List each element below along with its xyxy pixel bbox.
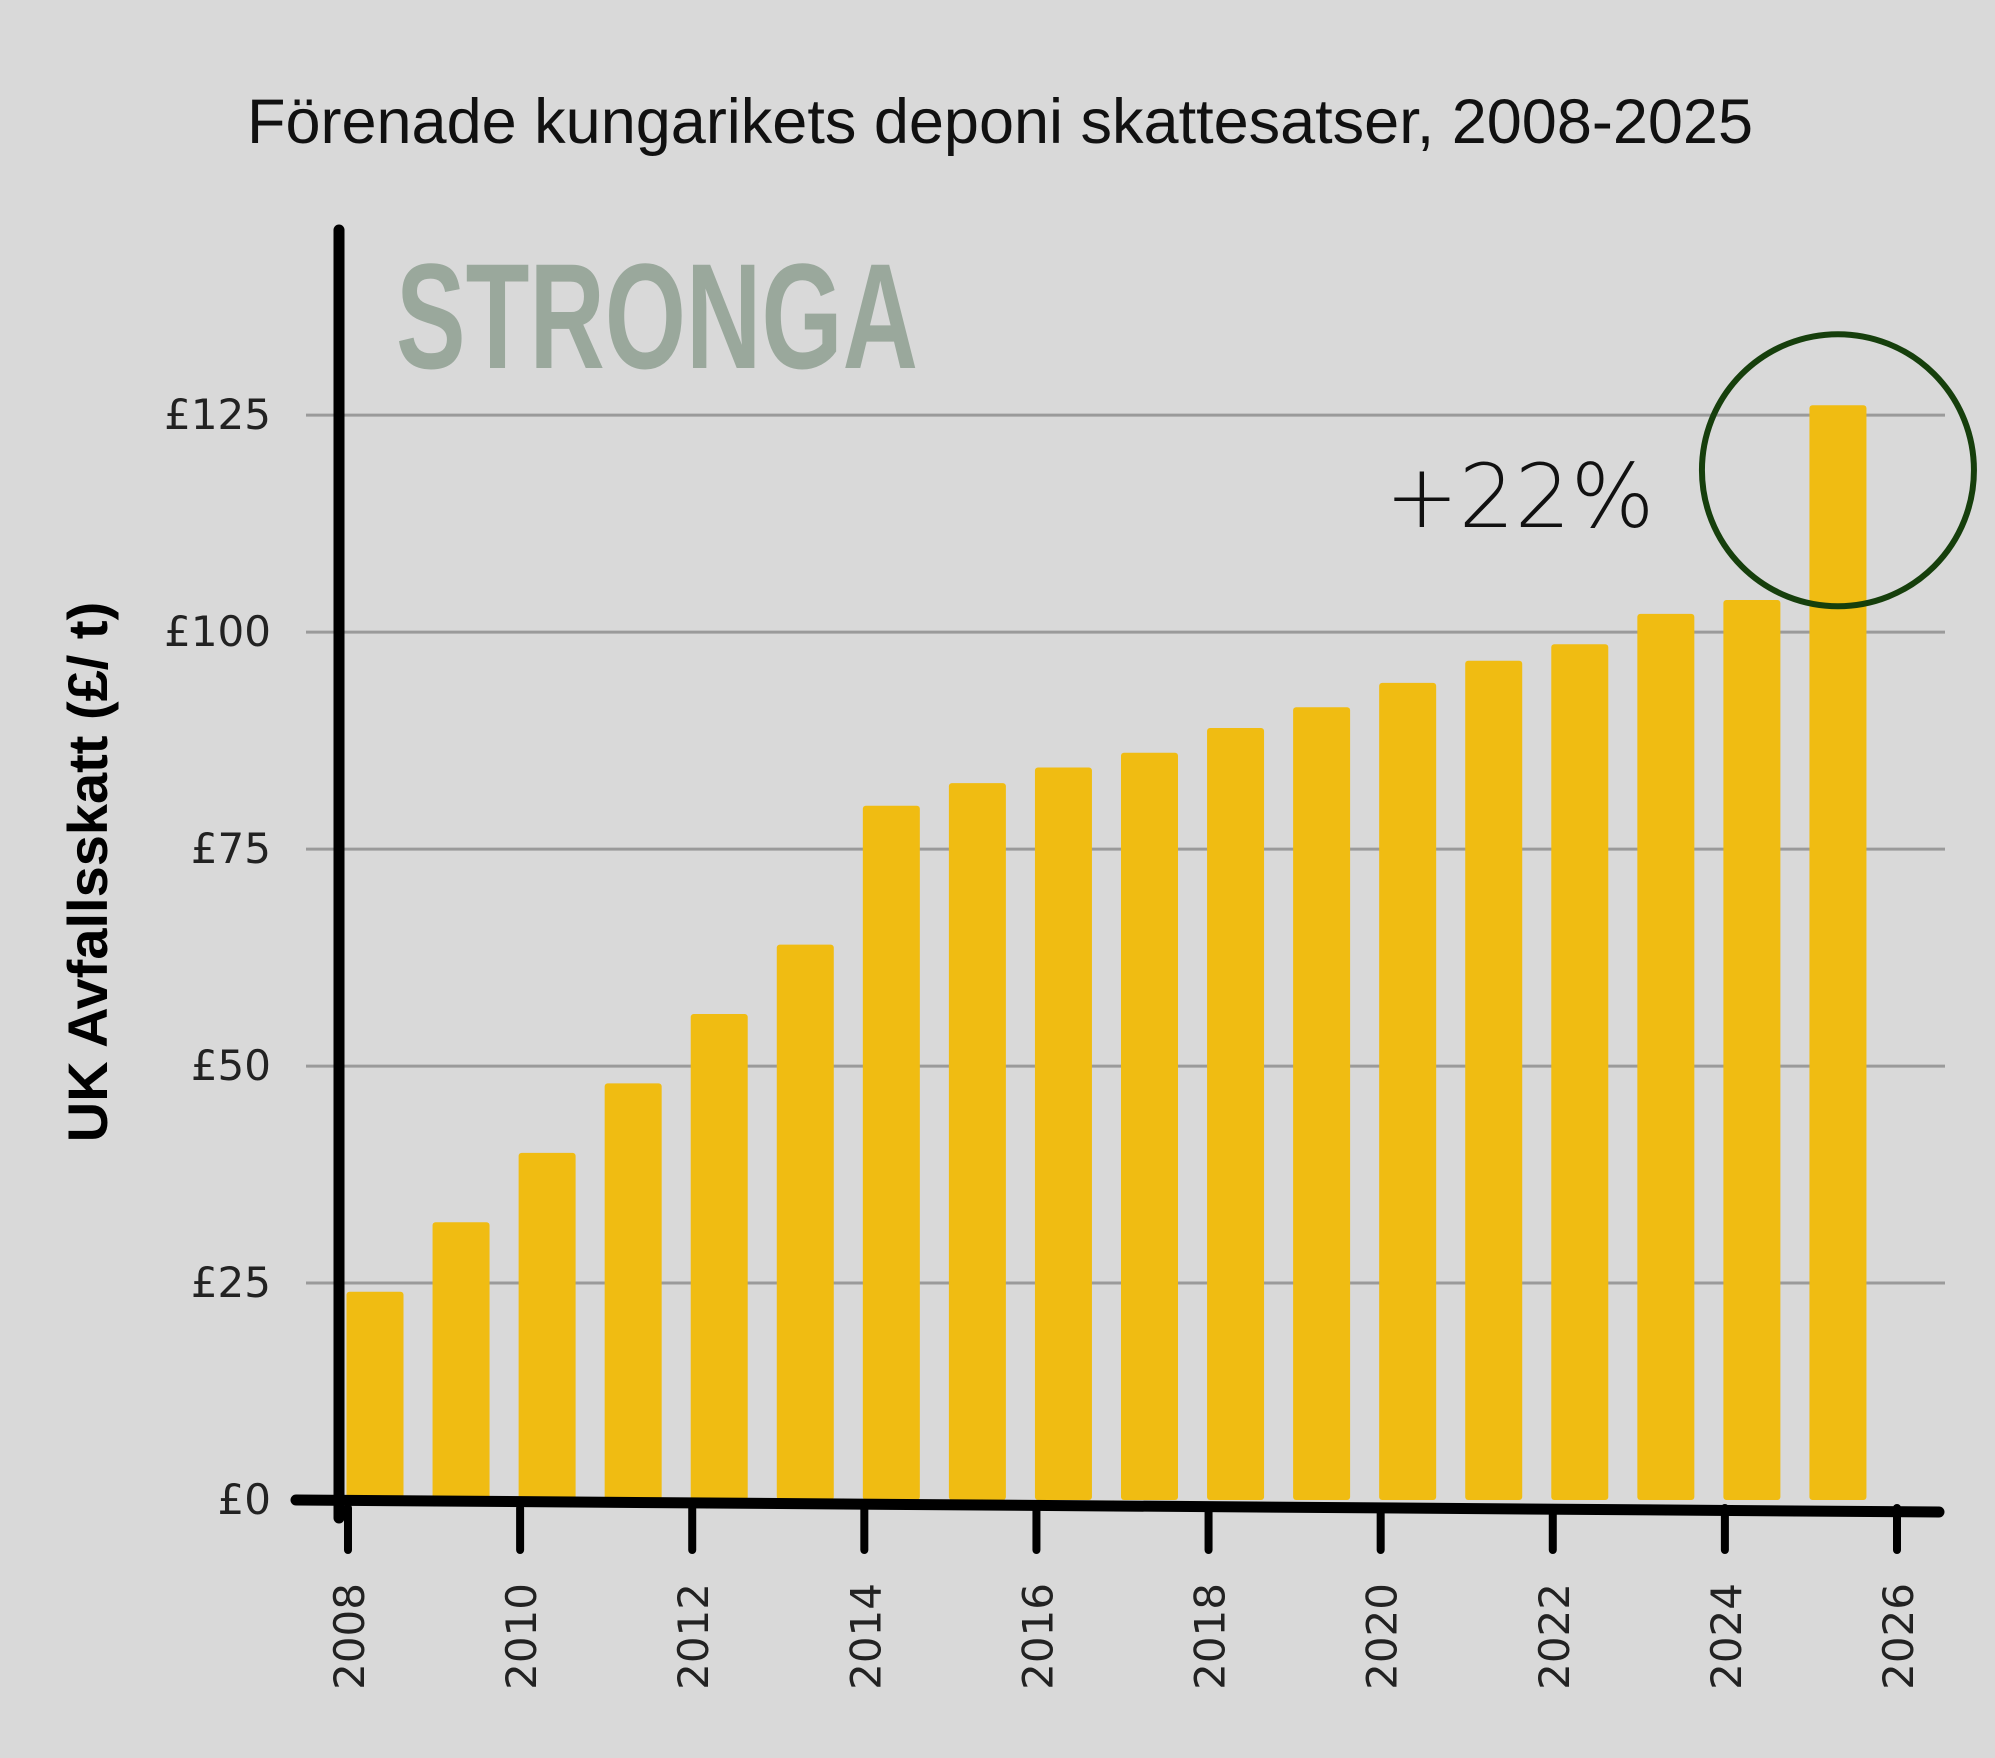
x-tick-label: 2014 (841, 1583, 890, 1690)
watermark-logo: STRONGA (396, 232, 918, 400)
x-tick-label: 2010 (497, 1583, 546, 1690)
x-tick-label: 2016 (1013, 1583, 1062, 1690)
x-tick-label: 2022 (1530, 1583, 1579, 1690)
axes (290, 224, 1945, 1554)
bar (948, 783, 1006, 1500)
bar (1379, 682, 1437, 1500)
bar (1637, 613, 1695, 1500)
bar (432, 1222, 490, 1500)
y-tick-label: £0 (218, 1475, 271, 1524)
x-tick-label: 2012 (669, 1583, 718, 1690)
y-tick-label: £25 (191, 1258, 271, 1307)
bar (1551, 644, 1609, 1500)
bar (1293, 707, 1351, 1500)
x-tick-label: 2020 (1358, 1583, 1407, 1690)
bar (1034, 767, 1092, 1500)
bar (604, 1083, 662, 1500)
bar (862, 805, 920, 1500)
bar (1723, 600, 1781, 1500)
x-axis-line (290, 1494, 1945, 1518)
x-tick-label: 2026 (1874, 1583, 1923, 1690)
chart-title: Förenade kungarikets deponi skattesatser… (247, 87, 1753, 157)
y-axis-label: UK Avfallsskatt (£/ t) (56, 602, 119, 1142)
annotation-label: +22% (1385, 445, 1654, 548)
x-tick-label: 2018 (1186, 1583, 1235, 1690)
bars (346, 405, 1867, 1500)
bar (1465, 660, 1523, 1500)
highlight-circle (1698, 331, 1977, 610)
x-tick-label: 2008 (325, 1583, 374, 1690)
bar (518, 1152, 576, 1500)
y-tick-label: £75 (191, 824, 271, 873)
y-tick-label: £125 (164, 390, 271, 439)
bar (1121, 752, 1178, 1500)
bar (690, 1014, 748, 1500)
x-tick-labels: 2008 2010 2012 2014 2016 2018 2020 2022 2024 2026 (325, 1583, 1923, 1690)
y-tick-label: £100 (164, 607, 271, 656)
bar (1207, 728, 1265, 1500)
bar (346, 1291, 404, 1500)
bar (1809, 405, 1867, 1500)
x-tick-label: 2024 (1702, 1583, 1751, 1690)
bar (776, 944, 834, 1500)
y-tick-labels: £0 £25 £50 £75 £100 £125 (164, 390, 271, 1524)
y-tick-label: £50 (191, 1041, 271, 1090)
